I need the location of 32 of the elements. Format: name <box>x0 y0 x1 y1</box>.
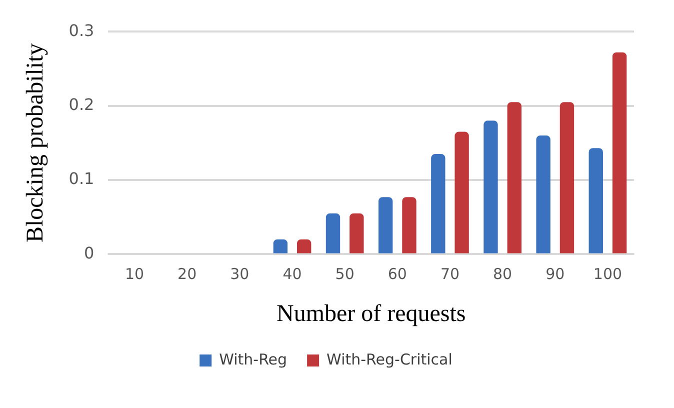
bar <box>536 135 550 254</box>
bar <box>402 197 416 254</box>
x-tick-label: 40 <box>282 265 302 284</box>
y-tick-label: 0.3 <box>68 20 94 40</box>
x-tick-label: 100 <box>593 265 622 284</box>
bar <box>454 132 469 254</box>
x-tick-label: 90 <box>546 265 565 284</box>
x-tick-label: 70 <box>440 265 460 284</box>
bar <box>296 239 312 254</box>
x-tick-label: 80 <box>493 265 512 284</box>
x-axis-title: Number of requests <box>276 300 466 327</box>
bar <box>484 120 498 254</box>
bar <box>431 154 446 254</box>
bar <box>326 213 340 254</box>
x-tick-label: 50 <box>335 265 354 284</box>
y-tick-label: 0 <box>84 243 94 262</box>
y-tick-label: 0.2 <box>68 94 94 114</box>
x-tick-label: 20 <box>178 265 197 284</box>
legend-label: With-Reg <box>219 350 288 368</box>
x-tick-label: 60 <box>388 265 407 284</box>
y-axis-title: Blocking probability <box>22 43 49 243</box>
bar <box>588 148 603 254</box>
legend-label: With-Reg-Critical <box>326 350 452 368</box>
bar <box>612 52 627 254</box>
bar <box>350 213 364 254</box>
bar <box>378 197 393 254</box>
y-tick-label: 0.1 <box>68 169 94 188</box>
x-tick-label: 30 <box>230 265 250 284</box>
bar <box>273 239 288 254</box>
bar <box>560 102 574 254</box>
bar <box>507 102 522 254</box>
x-tick-label: 10 <box>124 265 144 284</box>
